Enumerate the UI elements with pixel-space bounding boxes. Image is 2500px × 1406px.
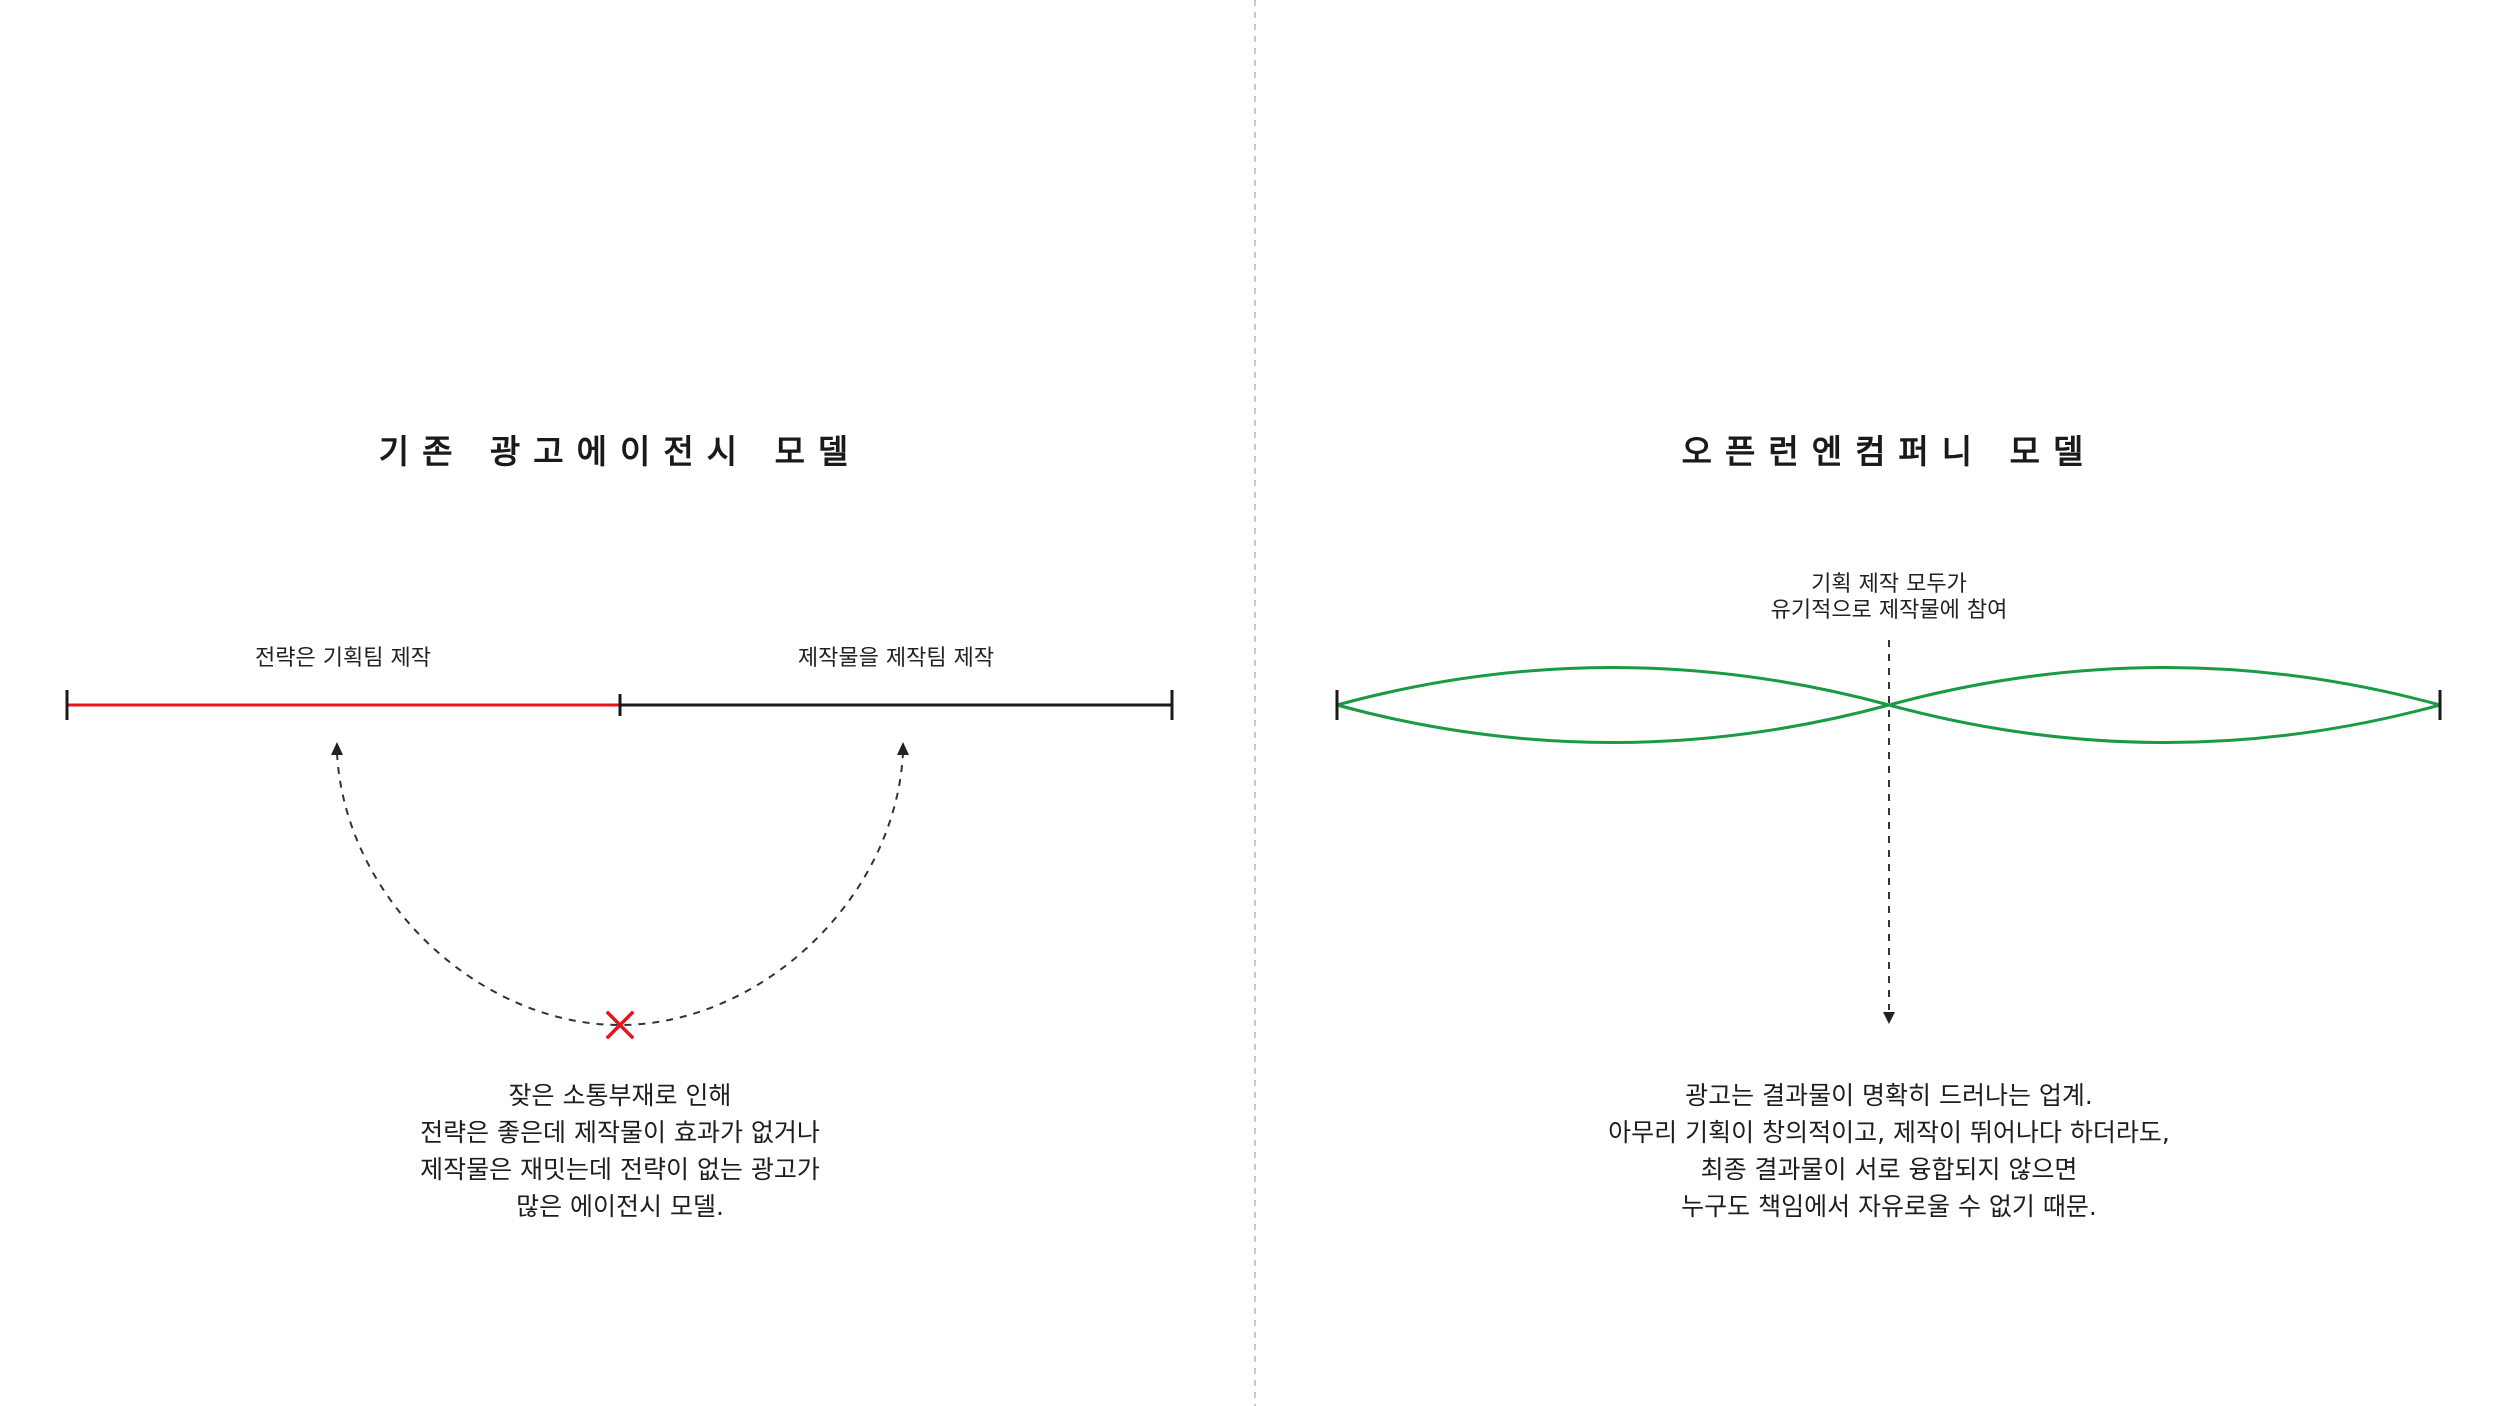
collaboration-label-line: 기획 제작 모두가 (1811, 572, 1967, 597)
participation-arrowhead (1883, 1012, 1895, 1024)
left-caption-line: 잦은 소통부재로 인해 (508, 1081, 732, 1110)
right-caption-line: 아무리 기획이 창의적이고, 제작이 뛰어나다 하더라도, (1608, 1118, 2170, 1147)
cross-mark-icon (605, 1010, 635, 1040)
left-panel-caption: 잦은 소통부재로 인해 전략은 좋은데 제작물이 효과가 없거나 제작물은 재밋… (420, 1077, 820, 1225)
collaboration-label: 기획 제작 모두가 유기적으로 제작물에 참여 (1771, 572, 2008, 624)
right-caption-line: 광고는 결과물이 명확히 드러나는 업계. (1685, 1081, 2093, 1110)
right-caption-line: 누구도 책임에서 자유로울 수 없기 때문. (1681, 1192, 2097, 1221)
arc-arrowhead-right (897, 742, 909, 755)
communication-arc (336, 752, 904, 1027)
right-panel-title: 오픈런엔컴퍼니 모델 (1681, 432, 2097, 471)
left-caption-line: 전략은 좋은데 제작물이 효과가 없거나 (420, 1118, 820, 1147)
right-caption-line: 최종 결과물이 서로 융합되지 않으면 (1700, 1155, 2078, 1184)
collaboration-curve-lower (1336, 703, 2441, 744)
left-caption-line: 제작물은 재밋는데 전략이 없는 광고가 (420, 1155, 820, 1184)
strategy-segment-label: 전략은 기획팀 제작 (255, 646, 431, 671)
collaboration-label-line: 유기적으로 제작물에 참여 (1770, 598, 2008, 623)
production-segment-label: 제작물을 제작팀 제작 (797, 646, 995, 671)
left-panel-title: 기존 광고에이전시 모델 (378, 432, 862, 471)
right-panel-caption: 광고는 결과물이 명확히 드러나는 업계. 아무리 기획이 창의적이고, 제작이… (1608, 1077, 2170, 1225)
arc-arrowhead-left (331, 742, 343, 755)
left-caption-line: 많은 에이전시 모델. (516, 1192, 724, 1221)
